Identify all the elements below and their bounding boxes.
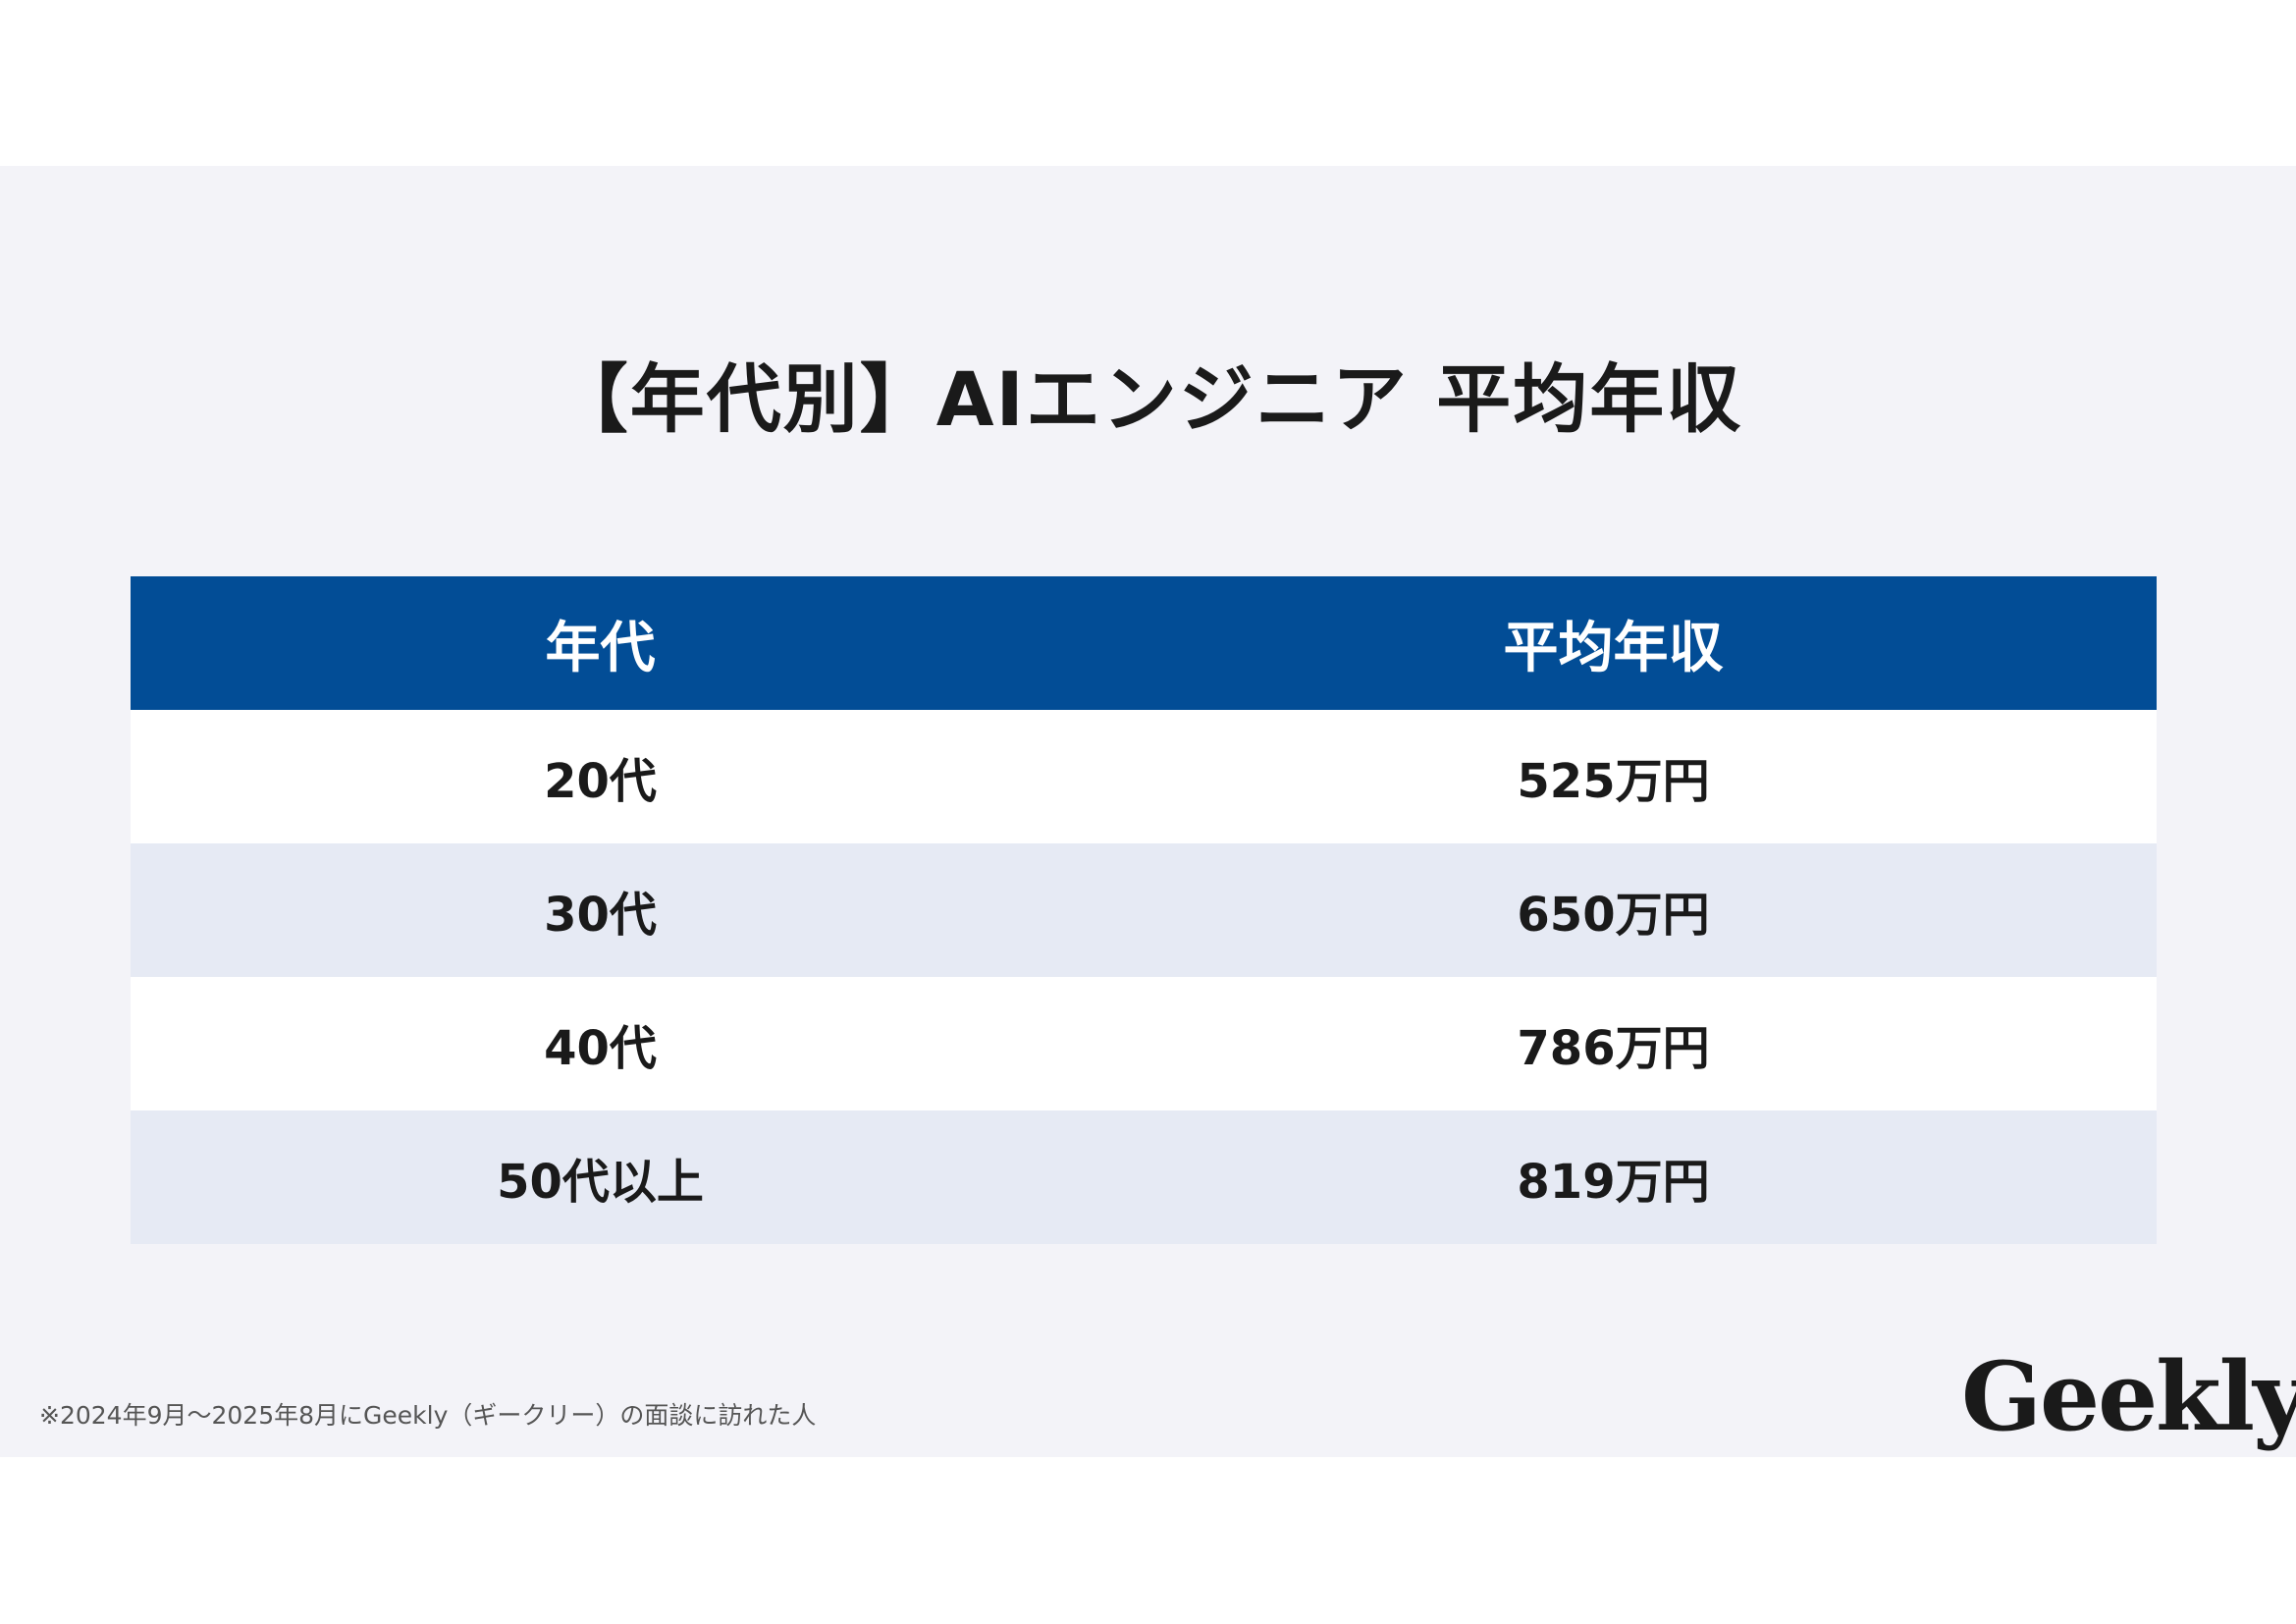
table-row: 50代以上 819万円 [131, 1110, 2157, 1244]
salary-cell: 525万円 [1070, 710, 2157, 843]
table-row: 20代 525万円 [131, 710, 2157, 843]
salary-cell: 819万円 [1070, 1110, 2157, 1244]
page-title: 【年代別】AIエンジニア 平均年収 [553, 355, 1743, 443]
salary-table: 年代 平均年収 20代 525万円 30代 650万円 40代 786万円 50… [131, 576, 2157, 1244]
salary-cell: 786万円 [1070, 977, 2157, 1110]
age-cell: 20代 [131, 710, 1070, 843]
table-row: 40代 786万円 [131, 977, 2157, 1110]
table-header-row: 年代 平均年収 [131, 576, 2157, 710]
salary-cell: 650万円 [1070, 843, 2157, 977]
age-cell: 30代 [131, 843, 1070, 977]
table-row: 30代 650万円 [131, 843, 2157, 977]
footnote: ※2024年9月～2025年8月にGeekly（ギークリー）の面談に訪れた人 [39, 1401, 817, 1430]
header-salary: 平均年収 [1070, 576, 2157, 710]
geekly-logo: Geekly [1961, 1341, 2296, 1452]
age-cell: 40代 [131, 977, 1070, 1110]
header-age: 年代 [131, 576, 1070, 710]
age-cell: 50代以上 [131, 1110, 1070, 1244]
